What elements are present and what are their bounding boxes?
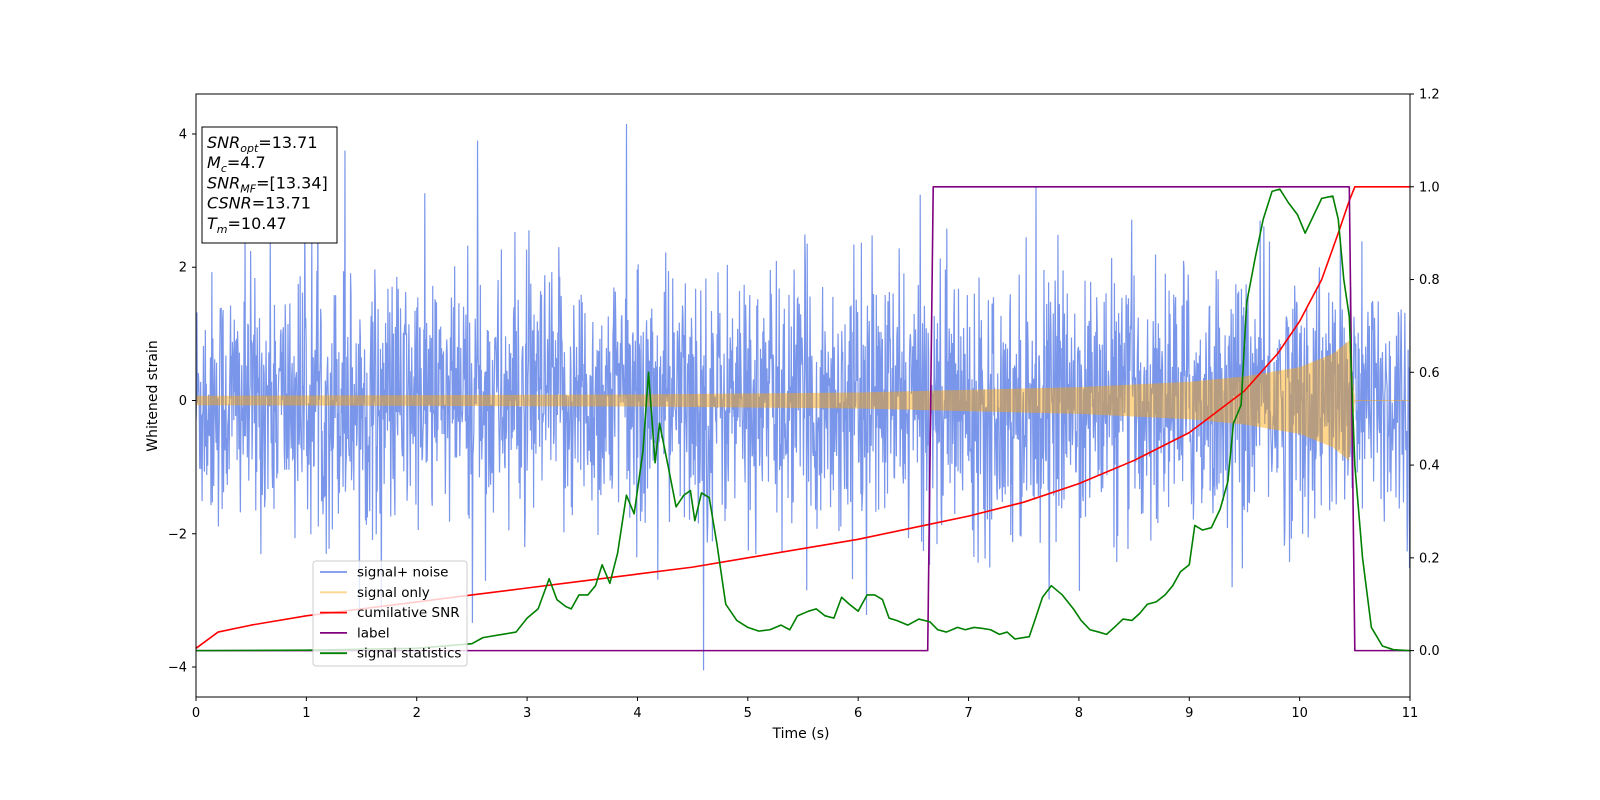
y-right-tick-label: 0.0 <box>1419 644 1440 659</box>
x-tick-label: 9 <box>1185 706 1193 721</box>
series-signal-noise <box>196 123 1410 671</box>
y-left-tick-label: 4 <box>179 127 187 142</box>
info-box: SNRopt=13.71Mc=4.7SNRMF=[13.34]CSNR=13.7… <box>201 126 338 244</box>
legend-label-cumilative-snr: cumilative SNR <box>357 605 460 621</box>
legend-label-signal-only: signal only <box>357 585 430 601</box>
series-label <box>196 185 1410 652</box>
legend: signal+ noise signal only cumilative SNR la… <box>312 560 468 667</box>
x-tick-label: 10 <box>1291 706 1308 721</box>
x-tick-label: 4 <box>633 706 641 721</box>
legend-label-label: label <box>357 625 390 641</box>
x-tick-label: 8 <box>1075 706 1083 721</box>
info-box-line: Mc=4.7 <box>207 153 266 175</box>
y-right-tick-label: 1.2 <box>1419 88 1440 103</box>
plot-frame <box>195 93 1411 698</box>
x-tick-label: 5 <box>744 706 752 721</box>
y-axis-right-ticks: 0.0 0.2 0.4 0.6 0.8 1.0 1.2 <box>1410 88 1440 659</box>
y-right-tick-label: 0.4 <box>1419 459 1440 474</box>
x-tick-label: 11 <box>1402 706 1419 721</box>
legend-label-signal-noise: signal+ noise <box>357 565 448 581</box>
y-right-tick-label: 0.6 <box>1419 366 1440 381</box>
x-axis-label: Time (s) <box>772 726 830 742</box>
x-tick-label: 1 <box>302 706 310 721</box>
x-tick-label: 3 <box>523 706 531 721</box>
series-signal-only <box>196 340 1410 461</box>
x-tick-label: 2 <box>413 706 421 721</box>
y-right-tick-label: 0.8 <box>1419 273 1440 288</box>
y-left-tick-label: −2 <box>168 527 187 542</box>
info-box-line: Tm=10.47 <box>207 214 287 236</box>
y-right-tick-label: 0.2 <box>1419 551 1440 566</box>
y-right-tick-label: 1.0 <box>1419 180 1440 195</box>
x-tick-label: 7 <box>964 706 972 721</box>
info-box-line: CSNR=13.71 <box>207 194 311 213</box>
y-left-tick-label: 0 <box>179 394 187 409</box>
legend-frame <box>312 560 468 667</box>
y-left-tick-label: 2 <box>179 261 187 276</box>
y-axis-left-ticks: −4 −2 0 2 4 <box>168 127 196 676</box>
x-tick-label: 6 <box>854 706 862 721</box>
info-box-line: SNRMF=[13.34] <box>207 173 328 195</box>
series-signal-statistics <box>196 188 1410 652</box>
y-left-tick-label: −4 <box>168 661 187 676</box>
info-box-line: SNRopt=13.71 <box>207 133 318 155</box>
info-box-frame <box>201 126 338 244</box>
x-tick-label: 0 <box>192 706 200 721</box>
y-axis-label: Whitened strain <box>145 340 161 451</box>
legend-label-signal-statistics: signal statistics <box>357 646 461 662</box>
x-axis-ticks: 0 1 2 3 4 5 6 7 8 9 10 11 <box>192 697 1418 721</box>
left-axis-series <box>196 123 1410 671</box>
